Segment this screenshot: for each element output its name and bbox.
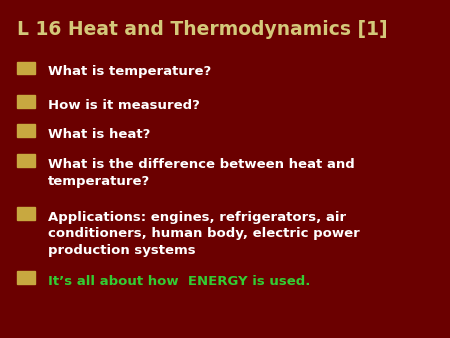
Text: What is temperature?: What is temperature? [48,65,211,78]
Text: Applications: engines, refrigerators, air
conditioners, human body, electric pow: Applications: engines, refrigerators, ai… [48,211,360,257]
Bar [17,95,35,108]
Text: What is the difference between heat and
temperature?: What is the difference between heat and … [48,158,355,188]
Bar [17,271,35,284]
Bar [17,124,35,137]
Bar [17,207,35,220]
Bar [17,62,35,74]
Text: L 16 Heat and Thermodynamics [1]: L 16 Heat and Thermodynamics [1] [17,20,387,39]
Text: How is it measured?: How is it measured? [48,99,199,112]
Text: It’s all about how  ENERGY is used.: It’s all about how ENERGY is used. [48,275,310,288]
Bar [17,154,35,167]
Text: What is heat?: What is heat? [48,128,150,141]
